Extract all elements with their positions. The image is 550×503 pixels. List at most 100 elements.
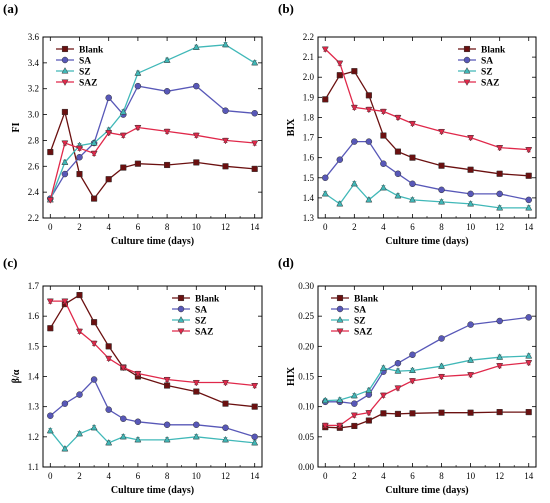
data-point — [336, 156, 344, 163]
data-point — [61, 140, 69, 147]
data-point — [119, 364, 127, 372]
x-tick-label: 10 — [466, 471, 476, 481]
panel-3: (c) 0 2 4 6 8 10 12 14 1.1 1.2 1.3 1.4 1.5 1.6 1.7 Cultu… — [3, 255, 263, 496]
data-point — [409, 410, 416, 417]
data-point — [408, 378, 416, 385]
x-axis-label: Culture time (days) — [385, 236, 468, 247]
data-point — [467, 166, 474, 173]
data-point — [394, 359, 402, 367]
data-point — [251, 58, 259, 66]
data-point — [105, 438, 113, 446]
panel-label: (a) — [3, 1, 18, 16]
data-point — [134, 69, 142, 76]
x-tick-label: 8 — [439, 222, 444, 232]
x-tick-label: 4 — [381, 471, 386, 481]
data-point — [365, 106, 373, 114]
data-point — [251, 403, 258, 410]
data-point — [438, 129, 446, 136]
series-line — [49, 427, 255, 450]
data-point — [76, 391, 83, 398]
x-tick-label: 0 — [323, 222, 328, 232]
data-point — [47, 325, 54, 332]
data-point — [394, 170, 402, 178]
legend-label: Blank — [79, 46, 104, 56]
data-point — [90, 376, 98, 383]
data-point — [222, 107, 229, 114]
data-point — [379, 183, 387, 191]
data-point — [380, 160, 387, 167]
legend-label: SAZ — [354, 328, 372, 338]
data-point — [409, 154, 416, 161]
data-point — [351, 400, 358, 407]
data-point — [365, 196, 373, 203]
y-tick-label: 0.25 — [298, 311, 314, 321]
data-point — [394, 410, 401, 417]
data-point — [251, 110, 258, 117]
data-point — [61, 400, 69, 407]
series-saz — [46, 298, 259, 390]
data-point — [134, 435, 142, 443]
data-point — [467, 372, 475, 379]
data-point — [61, 170, 69, 178]
data-point — [525, 352, 533, 359]
plot-frame — [42, 36, 263, 219]
data-point — [134, 125, 142, 132]
y-tick-label: 1.5 — [303, 173, 315, 183]
data-point — [90, 340, 98, 348]
data-point — [61, 108, 68, 116]
x-tick-label: 10 — [466, 222, 476, 232]
legend-label: SA — [79, 57, 91, 67]
legend-marker — [61, 79, 69, 86]
data-point — [163, 128, 171, 136]
data-point — [336, 396, 344, 403]
data-point — [193, 159, 200, 166]
data-point — [134, 418, 142, 425]
legend-label: SAZ — [481, 79, 499, 89]
x-tick-label: 12 — [495, 471, 504, 481]
data-point — [90, 150, 98, 158]
data-point — [105, 130, 113, 137]
y-tick-label: 2.2 — [28, 213, 39, 223]
data-point — [438, 374, 446, 381]
y-axis-label: β/α — [11, 369, 22, 383]
data-point — [91, 319, 98, 326]
data-point — [525, 314, 532, 321]
y-tick-label: 3.2 — [28, 84, 39, 94]
data-point — [322, 96, 329, 103]
data-point — [251, 140, 259, 147]
x-tick-label: 0 — [48, 222, 53, 232]
data-point — [365, 92, 372, 99]
data-point — [251, 165, 258, 172]
y-tick-label: 2.2 — [303, 32, 314, 42]
series-line — [49, 294, 255, 408]
data-point — [222, 424, 229, 432]
data-point — [322, 174, 329, 182]
data-point — [351, 138, 358, 145]
data-point — [350, 179, 358, 187]
series-blank — [322, 68, 532, 179]
legend-label: Blank — [195, 295, 220, 305]
y-tick-label: 3.0 — [28, 110, 40, 120]
y-tick-label: 1.6 — [303, 153, 315, 163]
data-point — [119, 432, 127, 440]
x-tick-label: 12 — [221, 471, 230, 481]
legend-marker — [61, 56, 69, 64]
legend-label: SAZ — [79, 79, 97, 89]
data-point — [351, 68, 358, 75]
series-sa — [47, 376, 258, 441]
data-point — [47, 149, 54, 156]
legend-marker — [61, 45, 69, 53]
panel-1: (a) 0 2 4 6 8 10 12 14 2.2 2.4 2.6 2.8 3.0 3.2 3.4 3.6 Cu… — [3, 1, 263, 247]
data-point — [525, 172, 532, 179]
y-axis-label: BIX — [286, 118, 297, 137]
legend-marker — [336, 316, 344, 323]
data-point — [409, 351, 416, 359]
x-tick-label: 14 — [250, 471, 260, 481]
data-point — [321, 46, 329, 53]
series-line — [324, 48, 529, 151]
data-point — [379, 108, 387, 116]
x-tick-label: 4 — [381, 222, 386, 232]
